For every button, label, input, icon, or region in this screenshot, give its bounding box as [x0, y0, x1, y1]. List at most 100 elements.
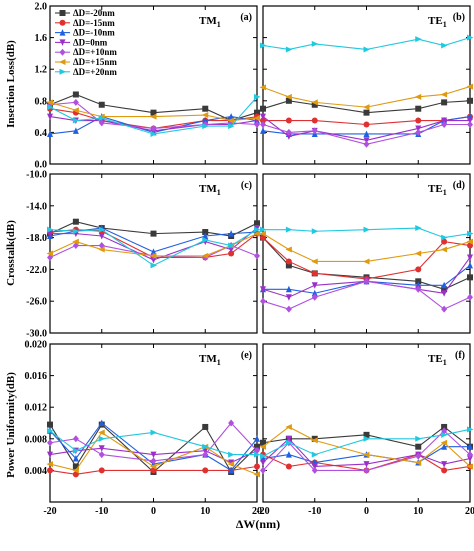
data-point: [415, 105, 422, 112]
data-point: [466, 238, 473, 245]
data-point: [47, 113, 53, 121]
x-tick-label: 20: [252, 506, 262, 517]
y-tick-label: -14.0: [26, 201, 47, 212]
data-point: [46, 461, 53, 468]
data-point: [227, 117, 235, 124]
data-point: [285, 285, 292, 293]
ylabel-power-uniformity: Power Uniformity(dB): [5, 372, 17, 478]
y-tick-label: -30.0: [26, 329, 47, 340]
y-tick-label: 1.2: [35, 65, 48, 76]
ylabel-crosstalk: Crosstalk(dB): [5, 220, 17, 286]
legend-marker: [59, 19, 66, 26]
data-point: [311, 270, 318, 277]
data-point: [311, 99, 318, 106]
data-point: [441, 443, 448, 450]
panel-f: -20 -10 0 10 20 TE1 (f): [256, 343, 474, 517]
data-point: [260, 117, 266, 124]
data-point: [415, 435, 422, 442]
data-point: [150, 256, 157, 264]
panel-a: 0.0 0.4 0.8 1.2 1.6 2.0 TM1 (a): [35, 2, 261, 171]
series-5: [47, 419, 260, 465]
series-7: [47, 226, 261, 269]
x-tick-label: -20: [43, 506, 56, 517]
legend-entry: ΔD=+15nm: [55, 57, 117, 67]
data-point: [467, 451, 473, 459]
data-point: [46, 99, 53, 106]
data-point: [467, 97, 473, 104]
data-point: [47, 439, 53, 447]
data-point: [72, 455, 79, 462]
data-point: [285, 294, 292, 301]
data-point: [311, 117, 318, 124]
data-point: [363, 258, 370, 265]
y-tick-label: -26.0: [26, 297, 47, 308]
data-point: [467, 261, 473, 269]
data-point: [467, 34, 474, 41]
data-point: [202, 229, 209, 236]
x-tick-label: -10: [95, 506, 108, 517]
y-tick-label: -22.0: [26, 265, 47, 276]
data-point: [441, 99, 448, 106]
y-tick-label: 0.016: [25, 371, 48, 382]
series-7: [47, 427, 261, 458]
data-point: [311, 101, 318, 108]
data-point: [228, 242, 235, 249]
data-point: [466, 463, 473, 470]
data-point: [202, 443, 209, 450]
legend-label: ΔD=-10nm: [73, 28, 115, 38]
y-tick-label: 0.012: [25, 403, 48, 414]
data-point: [254, 121, 260, 128]
data-point: [285, 128, 292, 136]
series-6: [259, 230, 473, 265]
data-point: [363, 466, 370, 474]
data-point: [47, 467, 53, 474]
data-point: [201, 252, 209, 259]
data-point: [228, 113, 235, 120]
data-point: [150, 467, 157, 474]
data-point: [363, 46, 370, 53]
data-point: [285, 226, 293, 233]
data-point: [72, 228, 80, 235]
data-point: [441, 423, 448, 430]
data-point: [415, 225, 422, 232]
data-point: [260, 297, 266, 305]
legend-entry: ΔD=0nm: [55, 37, 108, 47]
panel-letter: (b): [453, 12, 465, 23]
data-point: [415, 117, 422, 124]
data-point: [363, 130, 370, 137]
data-point: [254, 109, 260, 116]
data-point: [415, 452, 422, 460]
data-point: [260, 453, 267, 460]
data-point: [415, 125, 422, 132]
data-point: [202, 467, 209, 474]
data-point: [467, 293, 473, 301]
data-point: [285, 463, 292, 470]
data-point: [228, 123, 235, 130]
data-point: [285, 46, 293, 53]
data-point: [285, 246, 292, 253]
y-tick-label: 0.8: [35, 96, 48, 107]
data-point: [260, 226, 267, 233]
data-point: [228, 419, 235, 427]
legend-entry: ΔD=+20nm: [55, 67, 117, 77]
data-point: [466, 83, 473, 90]
legend-marker: [59, 29, 66, 36]
x-tick-label: 0: [151, 506, 156, 517]
data-point: [150, 109, 157, 116]
data-point: [150, 124, 157, 132]
data-point: [150, 429, 157, 436]
data-point: [311, 293, 318, 301]
data-point: [150, 463, 157, 470]
data-point: [415, 285, 422, 293]
data-point: [363, 109, 370, 116]
series-line: [262, 37, 471, 51]
data-point: [285, 93, 292, 100]
panel-letter: (e): [241, 350, 252, 361]
data-point: [47, 451, 53, 459]
series-7: [260, 225, 474, 241]
data-point: [467, 230, 474, 237]
data-point: [363, 277, 370, 285]
data-point: [228, 246, 235, 254]
data-point: [467, 254, 473, 261]
panel-title: TE1: [428, 353, 447, 367]
